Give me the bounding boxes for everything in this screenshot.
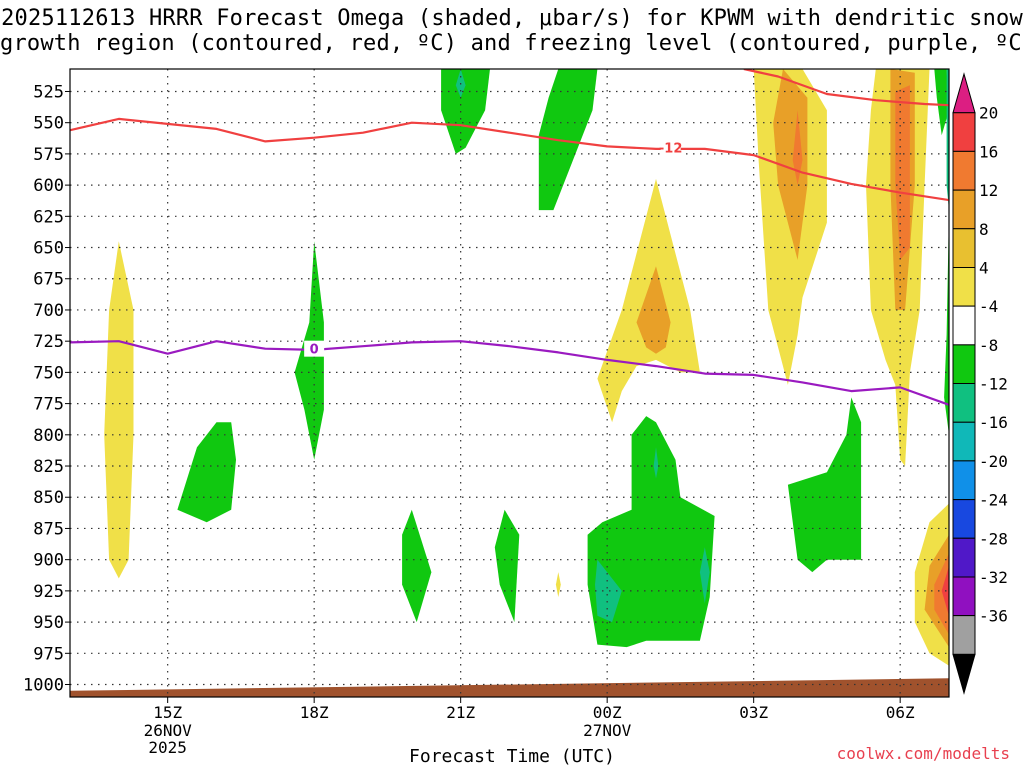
colorbar-label-0: 20 xyxy=(979,104,998,123)
plot-border xyxy=(69,68,950,698)
y-tick-label-550: 550 xyxy=(33,114,64,134)
plot-frame xyxy=(69,68,950,698)
omega-region-22 xyxy=(402,509,432,623)
x-tick-sublabel-00Z-0: 27NOV xyxy=(583,721,632,740)
contour-lines: -12 0 xyxy=(70,69,949,406)
contour-label-0-0: -12 xyxy=(659,142,683,157)
chart-title-line-1: 2025112613 HRRR Forecast Omega (shaded, … xyxy=(1,6,1023,31)
omega-region-14 xyxy=(441,69,490,154)
colorbar-bin-2 xyxy=(952,150,976,191)
contour-label-1-0: 0 xyxy=(310,343,319,358)
colorbar-label-4: 4 xyxy=(979,258,989,277)
colorbar-bin-6 xyxy=(952,305,976,346)
x-tick-label-03Z: 03Z xyxy=(739,703,768,722)
y-tick-label-925: 925 xyxy=(33,582,64,602)
y-tick-label-850: 850 xyxy=(33,488,64,508)
omega-region-26 xyxy=(699,547,710,604)
contour-line-minus12-0 xyxy=(70,117,949,202)
contour-label-bg-0-0 xyxy=(660,139,681,156)
credit-text: coolwx.com/modelts xyxy=(836,744,1010,763)
colorbar-label-1: 16 xyxy=(979,142,998,161)
omega-region-25 xyxy=(595,559,622,623)
x-tick-sublabel-15Z-1: 2025 xyxy=(148,738,187,757)
omega-region-19 xyxy=(944,210,949,435)
contour-line-0-0 xyxy=(70,340,949,406)
omega-region-21 xyxy=(177,422,236,523)
y-tick-label-725: 725 xyxy=(33,332,64,352)
omega-region-8 xyxy=(895,85,910,260)
omega-region-9 xyxy=(555,572,561,598)
colorbar-bin-8 xyxy=(952,383,976,423)
omega-region-4 xyxy=(773,69,808,260)
colorbar-bin-11 xyxy=(952,499,976,539)
colorbar-bin-1 xyxy=(952,112,976,152)
colorbar-label-6: -8 xyxy=(979,336,998,355)
colorbar-bin-12 xyxy=(952,537,976,578)
y-tick-label-775: 775 xyxy=(33,395,64,415)
x-tick-label-06Z: 06Z xyxy=(886,703,915,722)
colorbar-bin-10 xyxy=(952,460,976,501)
y-tick-label-875: 875 xyxy=(33,519,64,539)
chart-title-line-2: growth region (contoured, red, ºC) and f… xyxy=(0,31,1024,56)
y-tick-label-600: 600 xyxy=(33,176,64,196)
colorbar-bin-3 xyxy=(952,189,976,230)
y-tick-label-750: 750 xyxy=(33,363,64,383)
terrain-layer xyxy=(70,678,949,697)
omega-region-16 xyxy=(538,69,598,211)
colorbar-label-8: -16 xyxy=(979,413,1008,432)
y-tick-label-525: 525 xyxy=(33,82,64,102)
omega-region-17 xyxy=(934,69,949,136)
colorbar-bin-7 xyxy=(952,344,976,384)
y-tick-label-575: 575 xyxy=(33,145,64,165)
y-tick-label-625: 625 xyxy=(33,207,64,227)
colorbar-bin-15 xyxy=(952,653,976,695)
colorbar-bin-4 xyxy=(952,228,976,268)
omega-region-2 xyxy=(636,266,671,354)
x-tick-label-00Z: 00Z xyxy=(593,703,622,722)
omega-region-27 xyxy=(653,447,659,479)
colorbar-label-5: -4 xyxy=(979,297,998,316)
y-tick-label-1000: 1000 xyxy=(23,676,64,696)
colorbar-label-13: -36 xyxy=(979,607,1008,626)
y-tick-label-825: 825 xyxy=(33,457,64,477)
colorbar-bin-9 xyxy=(952,421,976,462)
colorbar-label-2: 12 xyxy=(979,181,998,200)
omega-region-0 xyxy=(104,241,134,579)
y-tick-label-650: 650 xyxy=(33,239,64,259)
omega-region-28 xyxy=(787,397,862,573)
omega-region-5 xyxy=(792,110,803,186)
axis-ticks: 525 550 575 600 625 650 675 700 725 750 775 800 825 8… xyxy=(23,82,915,757)
x-tick-label-15Z: 15Z xyxy=(153,703,182,722)
colorbar-label-3: 8 xyxy=(979,220,989,239)
y-tick-label-700: 700 xyxy=(33,301,64,321)
x-tick-label-21Z: 21Z xyxy=(446,703,475,722)
x-axis-title: Forecast Time (UTC) xyxy=(409,746,615,767)
colorbar-label-7: -12 xyxy=(979,375,1008,394)
colorbar-label-11: -28 xyxy=(979,529,1008,548)
omega-region-23 xyxy=(494,509,520,623)
omega-region-12 xyxy=(934,553,949,635)
colorbar-label-9: -20 xyxy=(979,452,1008,471)
colorbar-bin-14 xyxy=(952,615,976,655)
x-tick-sublabel-15Z-0: 26NOV xyxy=(144,721,193,740)
colorbar-bin-5 xyxy=(952,266,976,307)
x-tick-label-18Z: 18Z xyxy=(300,703,329,722)
colorbar-bin-0 xyxy=(952,72,976,114)
colorbar-bin-13 xyxy=(952,576,976,617)
y-tick-label-675: 675 xyxy=(33,270,64,290)
colorbar-label-12: -32 xyxy=(979,568,1008,587)
terrain-fill xyxy=(70,678,949,697)
colorbar-label-10: -24 xyxy=(979,491,1008,510)
y-tick-label-975: 975 xyxy=(33,644,64,664)
y-tick-label-950: 950 xyxy=(33,613,64,633)
colorbar: 20 16 12 8 4 -4 -8 -12 -16 -20 -24 -28 -32 -36 xyxy=(952,72,1008,695)
chart-title: 2025112613 HRRR Forecast Omega (shaded, … xyxy=(0,6,1024,56)
contour-line-minus12-1 xyxy=(743,69,949,107)
y-tick-label-900: 900 xyxy=(33,551,64,571)
y-tick-label-800: 800 xyxy=(33,426,64,446)
shaded-regions xyxy=(104,69,949,666)
contour-label-bg-1-0 xyxy=(304,340,325,357)
